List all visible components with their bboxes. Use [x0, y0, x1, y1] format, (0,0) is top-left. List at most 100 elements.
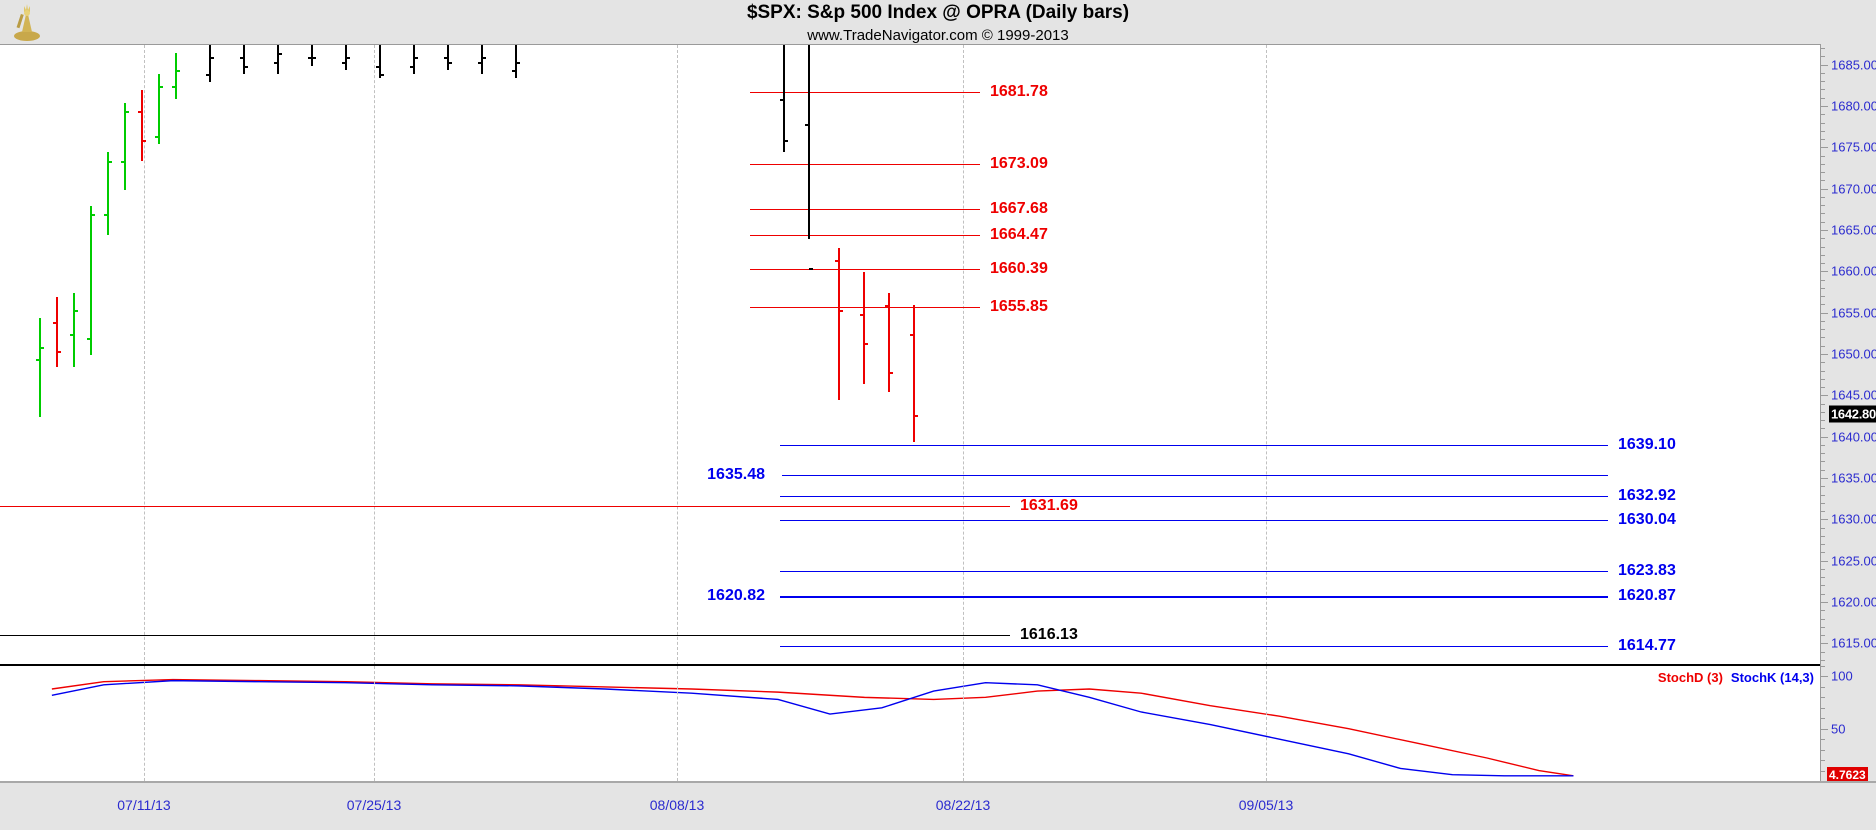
vertical-gridline	[1266, 45, 1267, 665]
ohlc-bar[interactable]	[780, 45, 788, 153]
indicator-axis-label: 50	[1831, 721, 1846, 737]
chart-title: $SPX: S&p 500 Index @ OPRA (Daily bars)	[746, 2, 1130, 23]
vertical-gridline	[1266, 666, 1267, 781]
price-level-line[interactable]	[780, 445, 1608, 447]
stoch-d-legend: StochD (3)	[1657, 670, 1723, 685]
axis-tick	[1821, 271, 1828, 273]
ohlc-bar[interactable]	[805, 45, 813, 271]
axis-tick	[1821, 602, 1828, 603]
price-level-label: 1623.83	[1618, 562, 1676, 580]
axis-minor-tick	[1821, 444, 1825, 446]
axis-minor-tick	[1821, 486, 1825, 488]
price-level-label: 1673.09	[990, 155, 1048, 173]
ohlc-bar[interactable]	[36, 317, 44, 417]
axis-minor-tick	[1821, 238, 1825, 240]
price-level-line[interactable]	[0, 634, 1010, 636]
ohlc-bar[interactable]	[478, 45, 486, 74]
stoch-k-legend: StochK (14,3)	[1730, 670, 1814, 685]
ohlc-bar[interactable]	[206, 45, 214, 83]
ohlc-bar[interactable]	[308, 45, 316, 66]
price-level-label: 1620.82	[707, 587, 765, 605]
vertical-gridline	[963, 45, 964, 665]
price-level-line[interactable]	[750, 164, 980, 166]
price-level-line[interactable]	[750, 306, 980, 308]
price-level-label: 1632.92	[1618, 487, 1676, 505]
axis-minor-tick	[1821, 362, 1825, 364]
price-level-line[interactable]	[782, 475, 1608, 477]
axis-minor-tick	[1821, 610, 1825, 612]
axis-minor-tick	[1821, 114, 1825, 116]
axis-tick	[1821, 436, 1828, 438]
ohlc-bar[interactable]	[155, 73, 163, 145]
ohlc-bar[interactable]	[87, 206, 95, 355]
axis-minor-tick	[1821, 196, 1825, 198]
price-axis-label: 1640.00	[1831, 429, 1876, 445]
axis-minor-tick	[1821, 378, 1825, 380]
axis-minor-tick	[1821, 48, 1825, 50]
ohlc-bar[interactable]	[885, 293, 893, 393]
axis-minor-tick	[1821, 676, 1825, 678]
axis-minor-tick	[1821, 749, 1825, 751]
price-level-label: 1660.39	[990, 260, 1048, 278]
ohlc-bar[interactable]	[512, 45, 520, 79]
price-level-line[interactable]	[780, 646, 1608, 648]
vertical-gridline	[963, 666, 964, 781]
price-level-line[interactable]	[780, 571, 1608, 573]
price-level-line[interactable]	[780, 496, 1608, 498]
price-axis[interactable]: 1685.00 1680.00 1675.00 1670.00 1665.00 1660.…	[1820, 44, 1876, 783]
axis-minor-tick	[1821, 577, 1825, 579]
date-axis[interactable]: 07/11/13 07/25/13 08/08/13 08/22/13 09/05/13	[0, 781, 1876, 830]
axis-minor-tick	[1821, 304, 1825, 306]
date-axis-label: 07/11/13	[117, 797, 171, 813]
price-level-line[interactable]	[782, 596, 1608, 598]
ohlc-bar[interactable]	[172, 53, 180, 99]
ohlc-bar[interactable]	[376, 45, 384, 79]
price-axis-label: 1680.00	[1831, 98, 1876, 114]
axis-minor-tick	[1821, 618, 1825, 620]
axis-tick	[1821, 643, 1828, 645]
price-level-line[interactable]	[750, 208, 980, 210]
ohlc-bar[interactable]	[121, 102, 129, 190]
pane-divider	[0, 664, 1820, 666]
ohlc-bar[interactable]	[835, 247, 843, 401]
axis-minor-tick	[1821, 72, 1825, 74]
price-level-label: 1635.48	[707, 466, 765, 484]
axis-minor-tick	[1821, 213, 1825, 215]
axis-minor-tick	[1821, 387, 1825, 389]
ohlc-bar[interactable]	[860, 272, 868, 384]
ohlc-bar[interactable]	[104, 152, 112, 236]
axis-minor-tick	[1821, 97, 1825, 99]
stochastic-series	[51, 679, 1574, 777]
ohlc-bar[interactable]	[70, 293, 78, 368]
axis-minor-tick	[1821, 370, 1825, 372]
axis-minor-tick	[1821, 420, 1825, 422]
axis-minor-tick	[1821, 254, 1825, 256]
axis-minor-tick	[1821, 686, 1825, 688]
ohlc-bar[interactable]	[444, 45, 452, 70]
price-level-line[interactable]	[750, 235, 980, 237]
axis-tick	[1821, 395, 1828, 397]
axis-tick	[1821, 312, 1828, 314]
price-axis-label: 1650.00	[1831, 346, 1876, 362]
axis-tick	[1821, 230, 1828, 231]
ohlc-bar[interactable]	[410, 45, 418, 74]
ohlc-bar[interactable]	[274, 45, 282, 74]
price-level-line[interactable]	[750, 269, 980, 271]
axis-tick	[1821, 147, 1828, 149]
ohlc-bar[interactable]	[342, 45, 350, 70]
price-chart-pane[interactable]: 1681.78 1673.09 1667.68 1664.47 1660.39 1655.…	[0, 44, 1820, 666]
price-level-line[interactable]	[0, 506, 1010, 508]
vertical-gridline	[144, 666, 145, 781]
price-level-line[interactable]	[780, 520, 1608, 521]
ohlc-bar[interactable]	[910, 305, 918, 442]
ohlc-bar[interactable]	[240, 45, 248, 74]
price-level-line[interactable]	[750, 92, 980, 94]
ohlc-bar[interactable]	[138, 90, 146, 161]
price-axis-label: 1615.00	[1831, 635, 1876, 651]
date-axis-label: 07/25/13	[346, 797, 402, 813]
ohlc-bar[interactable]	[53, 297, 61, 368]
stochastic-pane[interactable]: StochD (3) StochK (14,3)	[0, 666, 1820, 782]
axis-minor-tick	[1821, 246, 1825, 248]
axis-minor-tick	[1821, 403, 1825, 405]
